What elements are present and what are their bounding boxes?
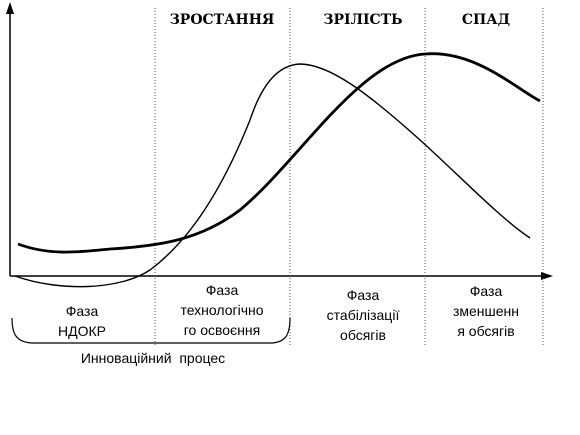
svg-text:я обсягів: я обсягів xyxy=(457,323,514,339)
stage-title-maturity: ЗРІЛІСТЬ xyxy=(323,12,402,28)
svg-text:технологічно: технологічно xyxy=(180,302,263,318)
phase-label-rnd: Фаза НДОКР xyxy=(58,303,106,339)
svg-text:стабілізації: стабілізації xyxy=(327,307,400,323)
phase-label-reduce: Фаза зменшенн я обсягів xyxy=(453,283,519,339)
innovation-process-label: Инноваційний процес xyxy=(81,350,225,366)
svg-text:го освоєння: го освоєння xyxy=(184,322,261,338)
innovation-curve xyxy=(14,63,531,288)
svg-text:Фаза: Фаза xyxy=(66,303,99,319)
x-axis-arrow xyxy=(541,272,553,280)
svg-text:НДОКР: НДОКР xyxy=(58,323,106,339)
phase-label-tech: Фаза технологічно го освоєння xyxy=(180,282,263,338)
svg-text:Фаза: Фаза xyxy=(347,287,380,303)
svg-text:Фаза: Фаза xyxy=(470,283,503,299)
stage-title-decline: СПАД xyxy=(462,12,510,28)
svg-text:Фаза: Фаза xyxy=(206,282,239,298)
stage-title-growth: ЗРОСТАННЯ xyxy=(170,12,275,28)
svg-text:зменшенн: зменшенн xyxy=(453,303,519,319)
svg-text:обсягів: обсягів xyxy=(340,327,386,343)
market-curve xyxy=(17,52,541,254)
innovation-process-bracket xyxy=(11,317,291,344)
y-axis-arrow xyxy=(6,2,14,14)
phase-label-stab: Фаза стабілізації обсягів xyxy=(327,287,400,343)
